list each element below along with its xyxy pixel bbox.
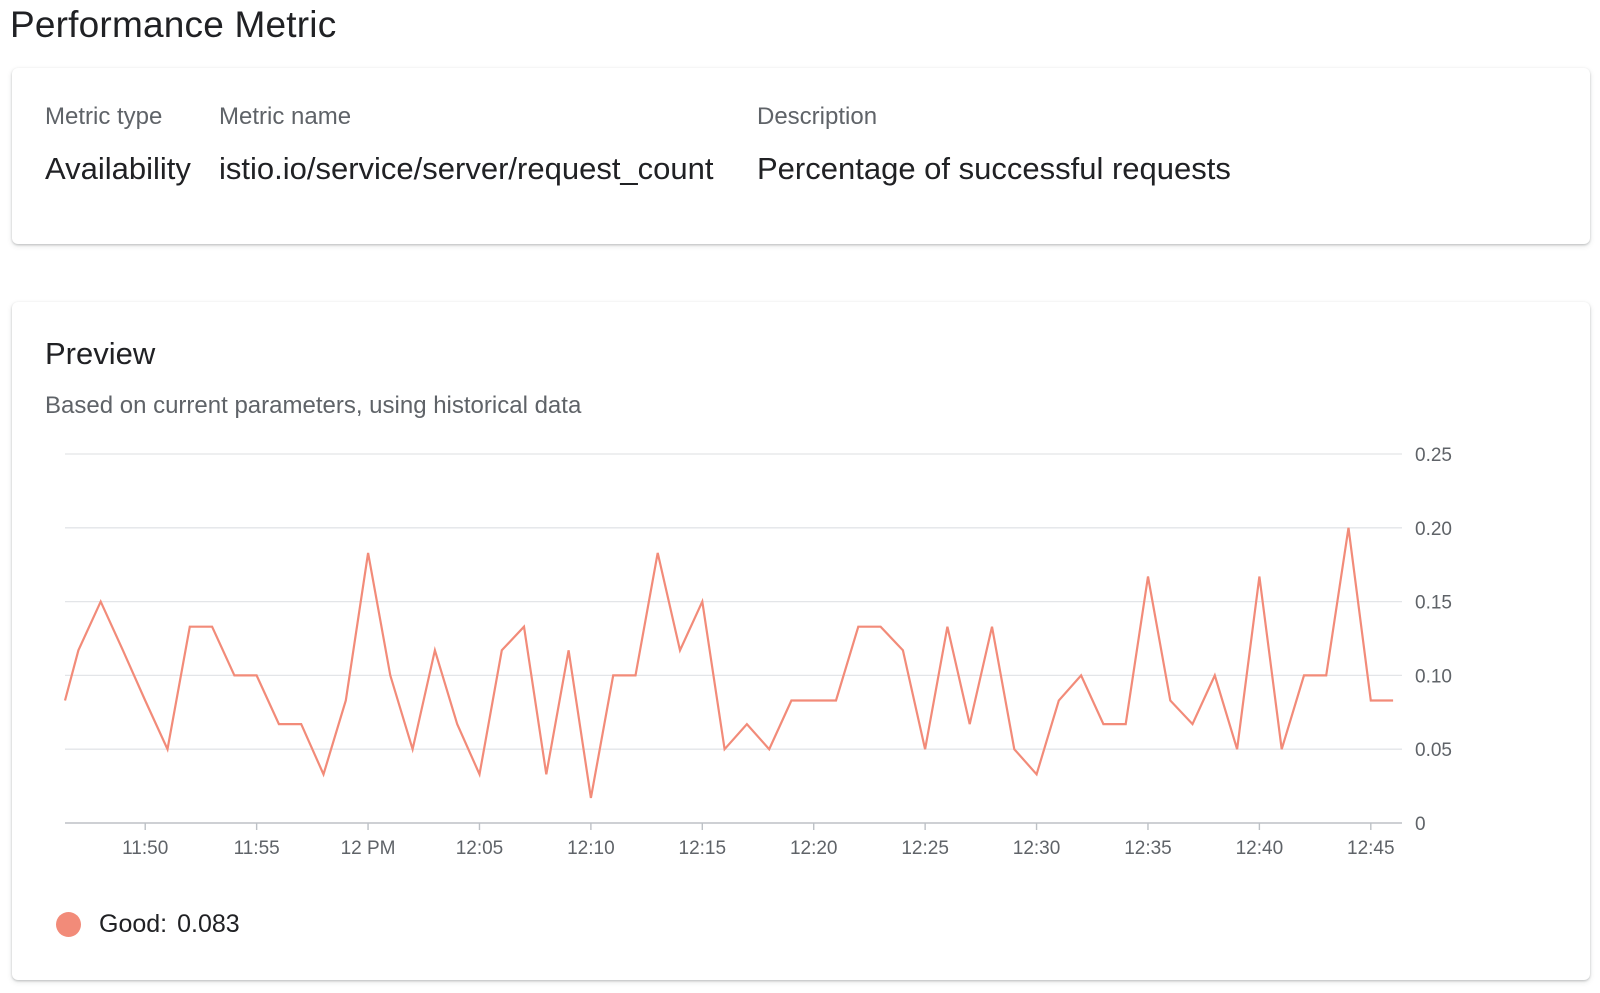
metric-name-label: Metric name — [219, 103, 352, 130]
y-tick-label: 0.20 — [1415, 519, 1452, 540]
legend-swatch-good — [56, 912, 81, 937]
preview-title: Preview — [45, 336, 156, 371]
x-tick-label: 12:20 — [790, 838, 838, 859]
x-tick-label: 12:40 — [1236, 838, 1284, 859]
description-value: Percentage of successful requests — [757, 151, 1231, 186]
x-tick-label: 12:45 — [1347, 838, 1395, 859]
x-tick-label: 11:50 — [122, 838, 168, 859]
metric-info-card: Metric type Availability Metric name ist… — [12, 68, 1590, 244]
legend-value-good: 0.083 — [177, 910, 240, 938]
x-tick-label: 12 PM — [341, 838, 396, 859]
description-label: Description — [757, 103, 878, 130]
y-tick-label: 0.15 — [1415, 593, 1452, 614]
legend-label-good: Good: — [99, 910, 168, 938]
metric-name-value: istio.io/service/server/request_count — [219, 151, 714, 186]
y-tick-label: 0 — [1415, 814, 1426, 835]
preview-chart[interactable]: 11:50 11:55 12 PM 12:05 12:10 12:15 12:20 12:25… — [12, 302, 1590, 980]
x-tick-label: 12:15 — [679, 838, 727, 859]
x-tick-label: 12:10 — [567, 838, 615, 859]
x-tick-label: 11:55 — [234, 838, 280, 859]
x-tick-label: 12:05 — [456, 838, 504, 859]
series-line-good[interactable] — [63, 527, 1394, 799]
chart-legend[interactable]: Good: 0.083 — [56, 910, 240, 939]
metric-type-value: Availability — [45, 151, 191, 186]
x-tick-label: 12:25 — [901, 838, 949, 859]
y-tick-label: 0.10 — [1415, 666, 1452, 687]
y-axis: 0 0.05 0.10 0.15 0.20 0.25 — [1415, 445, 1452, 835]
chart-gridlines — [65, 453, 1402, 824]
page-title: Performance Metric — [10, 4, 337, 45]
y-tick-label: 0.05 — [1415, 740, 1452, 761]
preview-card: Preview Based on current parameters, usi… — [12, 302, 1590, 980]
y-tick-label: 0.25 — [1415, 445, 1452, 466]
x-axis: 11:50 11:55 12 PM 12:05 12:10 12:15 12:20 12:25… — [122, 823, 1395, 859]
x-tick-label: 12:35 — [1124, 838, 1172, 859]
series-lines — [63, 527, 1394, 799]
preview-subtitle: Based on current parameters, using histo… — [45, 392, 582, 419]
metric-type-label: Metric type — [45, 103, 163, 130]
x-tick-label: 12:30 — [1013, 838, 1061, 859]
